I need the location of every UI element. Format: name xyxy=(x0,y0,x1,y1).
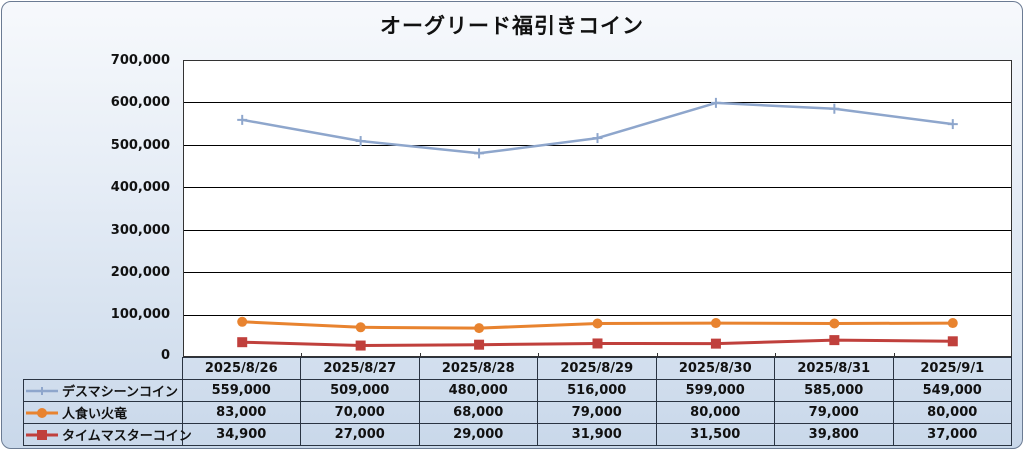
data-cell: 31,900 xyxy=(537,423,657,446)
category-label: 2025/9/1 xyxy=(892,357,1012,380)
chart-title: オーグリード福引きコイン xyxy=(380,14,644,38)
y-tick-label: 400,000 xyxy=(110,180,170,195)
data-cell: 37,000 xyxy=(892,423,1012,446)
data-point-square xyxy=(947,336,958,347)
data-point-plus xyxy=(237,114,248,125)
data-cell: 70,000 xyxy=(300,401,420,424)
data-point-plus xyxy=(474,148,485,159)
data-cell: 599,000 xyxy=(655,379,775,402)
data-point-circle xyxy=(592,318,603,329)
data-cell: 39,800 xyxy=(774,423,894,446)
data-point-plus xyxy=(592,133,603,144)
data-cell: 83,000 xyxy=(181,401,301,424)
category-label: 2025/8/27 xyxy=(300,357,420,380)
data-point-circle xyxy=(710,318,721,329)
data-cell: 80,000 xyxy=(655,401,775,424)
category-label: 2025/8/30 xyxy=(655,357,775,380)
y-tick-label: 300,000 xyxy=(110,223,170,238)
circle-marker-line-icon xyxy=(26,407,58,418)
data-cell: 79,000 xyxy=(774,401,894,424)
data-cell: 549,000 xyxy=(892,379,1012,402)
legend-label: デスマシーンコイン xyxy=(62,385,178,400)
legend-entry: デスマシーンコイン xyxy=(23,379,183,402)
line-chart-svg xyxy=(183,60,1012,357)
data-point-square xyxy=(829,335,840,346)
series-row: デスマシーンコイン 559,000 509,000 480,000 516,00… xyxy=(23,379,1012,402)
y-tick-label: 600,000 xyxy=(110,95,170,110)
plot-area xyxy=(183,60,1012,357)
category-label: 2025/8/29 xyxy=(537,357,657,380)
data-cell: 80,000 xyxy=(892,401,1012,424)
category-row: 2025/8/26 2025/8/27 2025/8/28 2025/8/29 … xyxy=(23,357,1012,380)
legend-entry: 人食い火竜 xyxy=(23,401,183,424)
plus-marker-line-icon xyxy=(26,386,58,395)
data-point-plus xyxy=(355,136,366,147)
y-tick-label: 100,000 xyxy=(110,307,170,322)
data-point-square xyxy=(355,340,366,351)
data-cell: 34,900 xyxy=(181,423,301,446)
data-cell: 31,500 xyxy=(655,423,775,446)
data-point-plus xyxy=(710,97,721,108)
data-point-square xyxy=(474,339,485,350)
data-cell: 29,000 xyxy=(418,423,538,446)
category-label: 2025/8/26 xyxy=(181,357,301,380)
data-point-circle xyxy=(237,316,248,327)
data-point-circle xyxy=(829,318,840,329)
data-cell: 68,000 xyxy=(418,401,538,424)
y-tick-label: 500,000 xyxy=(110,138,170,153)
data-cell: 27,000 xyxy=(300,423,420,446)
series-row: 人食い火竜 83,000 70,000 68,000 79,000 80,000… xyxy=(23,401,1012,424)
data-point-square xyxy=(710,338,721,349)
data-cell: 79,000 xyxy=(537,401,657,424)
data-cell: 585,000 xyxy=(774,379,894,402)
square-marker-line-icon xyxy=(26,429,58,440)
y-tick-label: 700,000 xyxy=(110,53,170,68)
y-tick-label: 200,000 xyxy=(110,265,170,280)
legend-label: 人食い火竜 xyxy=(62,407,128,422)
category-label: 2025/8/31 xyxy=(774,357,894,380)
category-label: 2025/8/28 xyxy=(418,357,538,380)
series-row: タイムマスターコイン 34,900 27,000 29,000 31,900 3… xyxy=(23,423,1012,446)
data-point-plus xyxy=(947,119,958,130)
data-point-circle xyxy=(355,322,366,333)
data-cell: 480,000 xyxy=(418,379,538,402)
legend-label: タイムマスターコイン xyxy=(62,429,192,444)
data-cell: 559,000 xyxy=(181,379,301,402)
data-point-plus xyxy=(829,103,840,114)
data-point-circle xyxy=(474,323,485,334)
plot-border xyxy=(183,60,1012,357)
data-point-square xyxy=(237,337,248,348)
legend-entry: タイムマスターコイン xyxy=(23,423,192,446)
data-cell: 516,000 xyxy=(537,379,657,402)
y-tick-label: 0 xyxy=(160,348,170,363)
data-table: 2025/8/26 2025/8/27 2025/8/28 2025/8/29 … xyxy=(23,357,1012,446)
table-corner xyxy=(23,357,183,380)
data-point-circle xyxy=(947,318,958,329)
data-point-square xyxy=(592,338,603,349)
data-cell: 509,000 xyxy=(300,379,420,402)
